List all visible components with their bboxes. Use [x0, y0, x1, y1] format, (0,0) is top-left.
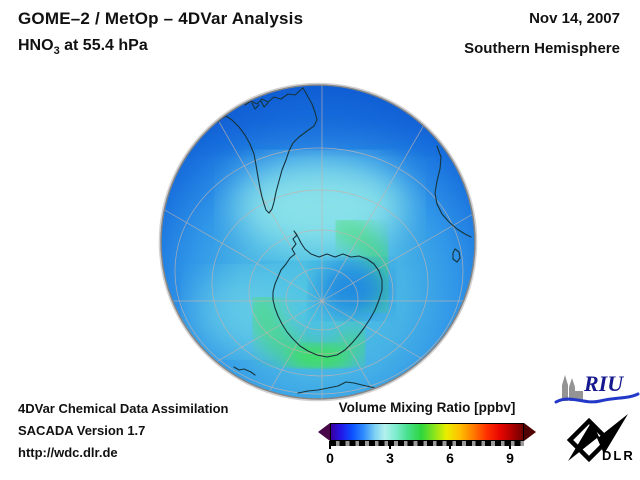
- graticule: [162, 85, 474, 399]
- pressure-level: at 55.4 hPa: [59, 37, 148, 54]
- colorbar-tick-label: 6: [446, 450, 454, 466]
- coastline-south-america-north: [244, 87, 304, 110]
- field-green-core: [290, 345, 346, 367]
- colorbar-gradient: [330, 423, 524, 441]
- colorbar-major-tick: [449, 441, 451, 449]
- colorbar-major-tick: [509, 441, 511, 449]
- colorbar: Volume Mixing Ratio [ppbv] 0 3 6 9: [318, 400, 536, 470]
- field-deep-top-band: [165, 85, 475, 148]
- colorbar-under-arrow: [318, 423, 330, 441]
- coastline-new-zealand: [233, 366, 256, 376]
- globe-rim: [160, 84, 476, 400]
- page-title: GOME–2 / MetOp – 4DVar Analysis: [18, 9, 304, 28]
- coastlines: [217, 87, 472, 394]
- colorbar-tick-label: 9: [506, 450, 514, 466]
- colorbar-tick-label: 3: [386, 450, 394, 466]
- cathedral-icon: [562, 375, 583, 401]
- colorbar-minor-ticks: [330, 441, 524, 446]
- dlr-emblem-icon: [566, 414, 628, 463]
- attribution-line-2: SACADA Version 1.7: [18, 423, 146, 438]
- colorbar-over-arrow: [524, 423, 536, 441]
- coastline-south-america: [217, 87, 318, 214]
- species-name: HNO: [18, 37, 54, 54]
- attribution-url: http://wdc.dlr.de: [18, 445, 118, 460]
- coastline-madagascar: [452, 248, 461, 263]
- attribution-line-1: 4DVar Chemical Data Assimilation: [18, 401, 229, 416]
- coastline-antarctica: [272, 230, 383, 358]
- riu-logo: RIU: [554, 371, 640, 409]
- colorbar-title: Volume Mixing Ratio [ppbv]: [338, 400, 516, 415]
- coastline-australia-horizon: [297, 381, 376, 394]
- species-subscript: 3: [53, 45, 60, 58]
- globe-rim-outer: [158, 82, 478, 402]
- colorbar-major-tick: [389, 441, 391, 449]
- species-level-label: HNO3 at 55.4 hPa: [18, 37, 148, 57]
- riu-logo-text: RIU: [584, 371, 624, 396]
- field-vortex-core-blue: [315, 262, 389, 316]
- hemisphere-label: Southern Hemisphere: [464, 40, 620, 57]
- colorbar-major-tick: [329, 441, 331, 449]
- colorbar-tick-label: 0: [326, 450, 334, 466]
- coastline-africa: [434, 145, 472, 238]
- date-label: Nov 14, 2007: [529, 10, 620, 27]
- dlr-logo-text: DLR: [602, 448, 635, 463]
- river-swoosh-icon: [554, 392, 640, 404]
- dlr-logo: DLR: [560, 410, 638, 468]
- field-pale-cyan-band: [232, 159, 408, 251]
